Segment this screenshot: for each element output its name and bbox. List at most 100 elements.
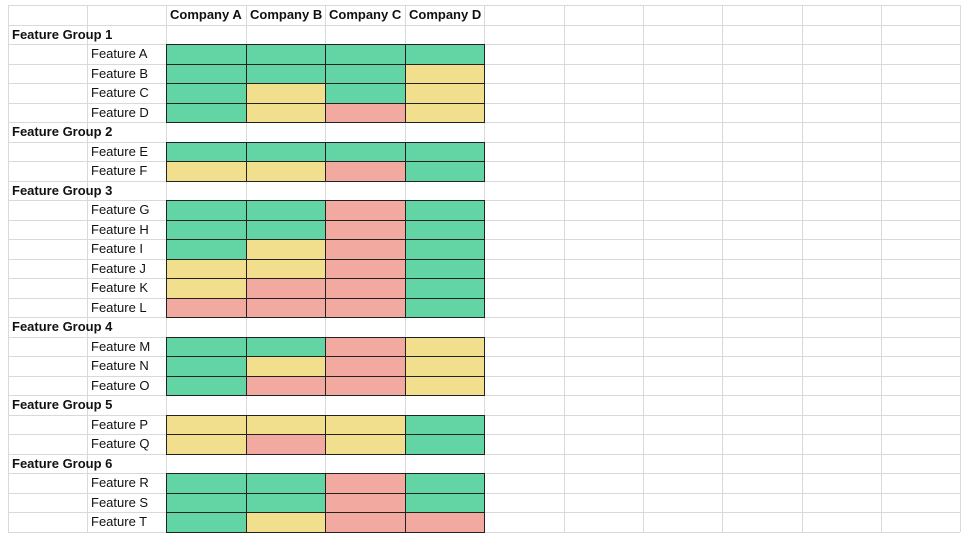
rating-cell-green[interactable] (246, 200, 326, 221)
rating-cell-red[interactable] (166, 297, 247, 318)
column-header-company[interactable]: Company A (170, 7, 242, 22)
feature-label[interactable]: Feature C (91, 85, 149, 100)
rating-cell-red[interactable] (325, 512, 406, 533)
feature-label[interactable]: Feature J (91, 260, 146, 276)
rating-cell-yellow[interactable] (246, 414, 326, 435)
rating-cell-green[interactable] (405, 141, 485, 162)
rating-cell-green[interactable] (325, 44, 406, 65)
feature-group-label[interactable]: Feature Group 4 (12, 319, 113, 334)
rating-cell-green[interactable] (405, 44, 485, 65)
rating-cell-green[interactable] (405, 219, 485, 240)
rating-cell-yellow[interactable] (166, 161, 247, 182)
rating-cell-red[interactable] (325, 239, 406, 260)
rating-cell-green[interactable] (325, 83, 406, 104)
rating-cell-red[interactable] (325, 492, 406, 513)
feature-label[interactable]: Feature Q (91, 436, 150, 451)
feature-label[interactable]: Feature O (91, 377, 150, 393)
rating-cell-red[interactable] (325, 200, 406, 221)
column-header-company[interactable]: Company B (250, 7, 323, 22)
feature-group-label[interactable]: Feature Group 2 (12, 124, 113, 139)
feature-label[interactable]: Feature R (91, 475, 149, 490)
rating-cell-green[interactable] (166, 375, 247, 396)
rating-cell-yellow[interactable] (405, 356, 485, 377)
rating-cell-red[interactable] (246, 278, 326, 299)
rating-cell-green[interactable] (405, 297, 485, 318)
rating-cell-red[interactable] (325, 258, 406, 279)
feature-label[interactable]: Feature H (91, 221, 149, 237)
rating-cell-red[interactable] (325, 278, 406, 299)
rating-cell-green[interactable] (166, 63, 247, 84)
rating-cell-green[interactable] (405, 434, 485, 455)
rating-cell-red[interactable] (405, 512, 485, 533)
rating-cell-red[interactable] (246, 434, 326, 455)
feature-label[interactable]: Feature P (91, 416, 149, 432)
rating-cell-yellow[interactable] (246, 102, 326, 123)
rating-cell-green[interactable] (166, 473, 247, 494)
rating-cell-green[interactable] (405, 239, 485, 260)
feature-group-label[interactable]: Feature Group 1 (12, 26, 113, 42)
rating-cell-green[interactable] (166, 356, 247, 377)
rating-cell-green[interactable] (405, 473, 485, 494)
rating-cell-green[interactable] (405, 161, 485, 182)
rating-cell-red[interactable] (325, 219, 406, 240)
rating-cell-green[interactable] (166, 492, 247, 513)
rating-cell-red[interactable] (325, 473, 406, 494)
rating-cell-yellow[interactable] (405, 102, 485, 123)
rating-cell-yellow[interactable] (405, 63, 485, 84)
feature-label[interactable]: Feature G (91, 202, 150, 217)
rating-cell-yellow[interactable] (246, 356, 326, 377)
rating-cell-red[interactable] (325, 102, 406, 123)
rating-cell-red[interactable] (325, 356, 406, 377)
rating-cell-yellow[interactable] (166, 278, 247, 299)
rating-cell-green[interactable] (166, 512, 247, 533)
rating-cell-yellow[interactable] (405, 336, 485, 357)
spreadsheet-grid[interactable]: Company A Company B Company C Company D Feat… (8, 5, 968, 533)
feature-group-label[interactable]: Feature Group 3 (12, 182, 113, 198)
rating-cell-green[interactable] (166, 219, 247, 240)
rating-cell-yellow[interactable] (166, 414, 247, 435)
rating-cell-yellow[interactable] (246, 161, 326, 182)
feature-label[interactable]: Feature K (91, 280, 149, 295)
rating-cell-yellow[interactable] (166, 258, 247, 279)
rating-cell-yellow[interactable] (166, 434, 247, 455)
rating-cell-green[interactable] (166, 102, 247, 123)
rating-cell-yellow[interactable] (246, 258, 326, 279)
rating-cell-green[interactable] (325, 63, 406, 84)
rating-cell-green[interactable] (246, 336, 326, 357)
rating-cell-green[interactable] (246, 473, 326, 494)
feature-label[interactable]: Feature A (91, 46, 148, 61)
rating-cell-green[interactable] (166, 200, 247, 221)
rating-cell-red[interactable] (325, 375, 406, 396)
feature-group-label[interactable]: Feature Group 6 (12, 455, 113, 471)
rating-cell-green[interactable] (246, 63, 326, 84)
feature-group-label[interactable]: Feature Group 5 (12, 397, 113, 412)
rating-cell-yellow[interactable] (246, 239, 326, 260)
rating-cell-red[interactable] (325, 297, 406, 318)
rating-cell-green[interactable] (405, 258, 485, 279)
rating-cell-green[interactable] (246, 219, 326, 240)
feature-label[interactable]: Feature N (91, 358, 149, 373)
rating-cell-green[interactable] (166, 239, 247, 260)
rating-cell-yellow[interactable] (405, 375, 485, 396)
rating-cell-green[interactable] (405, 414, 485, 435)
rating-cell-green[interactable] (405, 278, 485, 299)
rating-cell-green[interactable] (166, 83, 247, 104)
rating-cell-green[interactable] (405, 492, 485, 513)
rating-cell-green[interactable] (405, 200, 485, 221)
rating-cell-red[interactable] (246, 297, 326, 318)
column-header-company[interactable]: Company C (329, 7, 402, 22)
feature-label[interactable]: Feature B (91, 65, 149, 81)
feature-label[interactable]: Feature F (91, 163, 148, 178)
feature-label[interactable]: Feature T (91, 514, 148, 529)
rating-cell-green[interactable] (246, 492, 326, 513)
column-header-company[interactable]: Company D (409, 7, 482, 22)
feature-label[interactable]: Feature S (91, 494, 149, 510)
rating-cell-yellow[interactable] (325, 414, 406, 435)
rating-cell-red[interactable] (325, 336, 406, 357)
rating-cell-yellow[interactable] (246, 83, 326, 104)
feature-label[interactable]: Feature M (91, 338, 151, 354)
feature-label[interactable]: Feature E (91, 143, 149, 159)
rating-cell-yellow[interactable] (325, 434, 406, 455)
rating-cell-green[interactable] (246, 44, 326, 65)
rating-cell-red[interactable] (325, 161, 406, 182)
